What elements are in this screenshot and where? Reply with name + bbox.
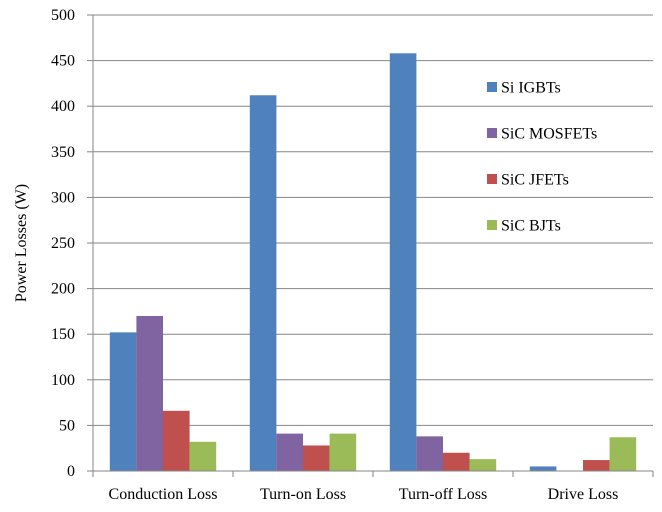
y-tick-label: 200: [51, 281, 75, 298]
bar: [163, 410, 190, 471]
legend-swatch: [487, 174, 497, 184]
y-tick-label: 50: [59, 417, 75, 434]
category-labels: Conduction Loss Turn-on Loss Turn-off Loss…: [109, 486, 619, 503]
bar: [249, 95, 277, 472]
y-tick-label: 400: [51, 98, 75, 115]
bar: [443, 452, 470, 471]
category-label: Turn-off Loss: [399, 486, 487, 503]
category-label: Drive Loss: [548, 486, 619, 503]
legend-label: SiC JFETs: [501, 172, 569, 189]
y-tick-label: 250: [51, 235, 75, 252]
y-tick-labels: 0 50 100 150 200 250 300 350 400 450 500: [51, 7, 75, 480]
y-tick-label: 150: [51, 326, 75, 343]
bar: [109, 332, 137, 471]
gridlines: [93, 14, 653, 426]
y-tick-label: 500: [51, 7, 75, 24]
legend: Si IGBTs SiC MOSFETs SiC JFETs SiC BJTs: [487, 80, 597, 235]
bar: [276, 433, 303, 471]
bar: [329, 433, 357, 471]
legend-swatch: [487, 82, 497, 92]
y-tick-label: 450: [51, 53, 75, 70]
y-tick-label: 300: [51, 189, 75, 206]
y-tick-label: 350: [51, 144, 75, 161]
legend-label: SiC BJTs: [501, 218, 561, 235]
bars: [109, 53, 637, 472]
bar: [529, 466, 557, 471]
bar: [416, 436, 443, 471]
bar: [609, 437, 637, 471]
y-tick-label: 0: [67, 463, 75, 480]
legend-label: Si IGBTs: [501, 80, 561, 97]
axes: [87, 14, 654, 477]
y-tick-label: 100: [51, 372, 75, 389]
bar: [136, 315, 163, 471]
bar: [583, 460, 610, 471]
legend-swatch: [487, 220, 497, 230]
y-axis-title: Power Losses (W): [13, 184, 30, 302]
bar: [389, 53, 417, 471]
category-label: Conduction Loss: [109, 486, 218, 503]
category-label: Turn-on Loss: [260, 486, 346, 503]
legend-label: SiC MOSFETs: [501, 126, 597, 143]
bar: [189, 441, 217, 471]
bar: [469, 459, 497, 471]
legend-swatch: [487, 128, 497, 138]
bar: [303, 445, 330, 471]
